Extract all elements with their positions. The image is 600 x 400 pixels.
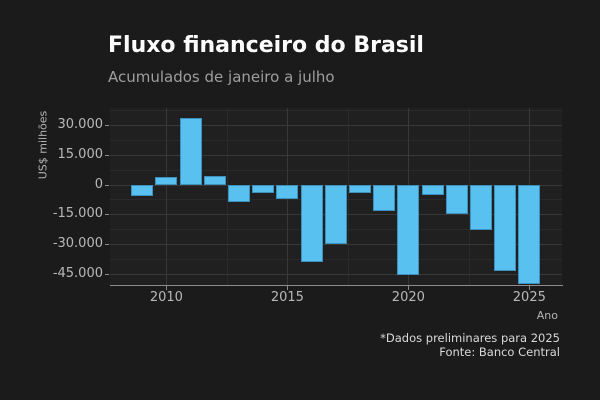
- y-axis-tick: [105, 214, 109, 216]
- bar: [397, 184, 420, 276]
- x-axis-title: Ano: [536, 309, 558, 322]
- y-tick-label: 30.000: [57, 116, 104, 132]
- bar: [518, 184, 541, 284]
- bar: [203, 175, 226, 185]
- y-tick-label: -15.000: [52, 206, 103, 222]
- gridline-minor-y: [110, 139, 562, 141]
- gridline-major-y: [110, 244, 562, 246]
- bar: [373, 184, 396, 212]
- plot-panel: [110, 108, 562, 286]
- y-axis-tick: [105, 274, 109, 276]
- gridline-minor-x: [347, 108, 349, 286]
- gridline-minor-y: [110, 259, 562, 261]
- y-tick-label: -30.000: [52, 236, 103, 252]
- x-tick-label: 2010: [149, 290, 183, 305]
- x-axis-tick: [408, 286, 410, 290]
- y-tick-label: -45.000: [52, 266, 103, 282]
- x-axis-line: [110, 285, 563, 286]
- x-tick-label: 2025: [512, 290, 546, 305]
- bar: [155, 176, 178, 185]
- x-axis-tick: [166, 286, 168, 290]
- bar: [469, 184, 492, 231]
- bar: [445, 184, 468, 215]
- y-axis-tick: [105, 184, 109, 186]
- gridline-minor-y: [110, 109, 562, 111]
- gridline-major-y: [110, 274, 562, 276]
- y-axis-tick: [105, 124, 109, 126]
- x-tick-label: 2015: [270, 290, 304, 305]
- bar: [300, 184, 323, 263]
- gridline-minor-y: [110, 169, 562, 171]
- gridline-minor-x: [468, 108, 470, 286]
- y-tick-label: 15.000: [57, 146, 104, 162]
- y-axis-tick: [105, 154, 109, 156]
- bar: [131, 184, 154, 197]
- gridline-minor-x: [226, 108, 228, 286]
- bar: [421, 184, 444, 195]
- x-axis-tick: [529, 286, 531, 290]
- bar: [227, 184, 250, 203]
- gridline-major-y: [110, 154, 562, 156]
- bar: [348, 184, 371, 193]
- bar: [324, 184, 347, 245]
- chart-caption: *Dados preliminares para 2025 Fonte: Ban…: [380, 331, 560, 359]
- bar: [179, 117, 202, 185]
- bar: [494, 184, 517, 272]
- gridline-major-y: [110, 124, 562, 126]
- bar: [276, 184, 299, 200]
- y-tick-label: 0: [94, 176, 103, 192]
- caption-note: *Dados preliminares para 2025: [380, 331, 560, 345]
- x-axis-tick: [287, 286, 289, 290]
- caption-source: Fonte: Banco Central: [439, 345, 560, 359]
- chart-title: Fluxo financeiro do Brasil: [108, 33, 424, 58]
- bar: [252, 184, 275, 193]
- y-axis-tick: [105, 244, 109, 246]
- x-tick-label: 2020: [391, 290, 425, 305]
- chart-subtitle: Acumulados de janeiro a julho: [108, 68, 335, 86]
- gridline-major-x: [166, 108, 168, 286]
